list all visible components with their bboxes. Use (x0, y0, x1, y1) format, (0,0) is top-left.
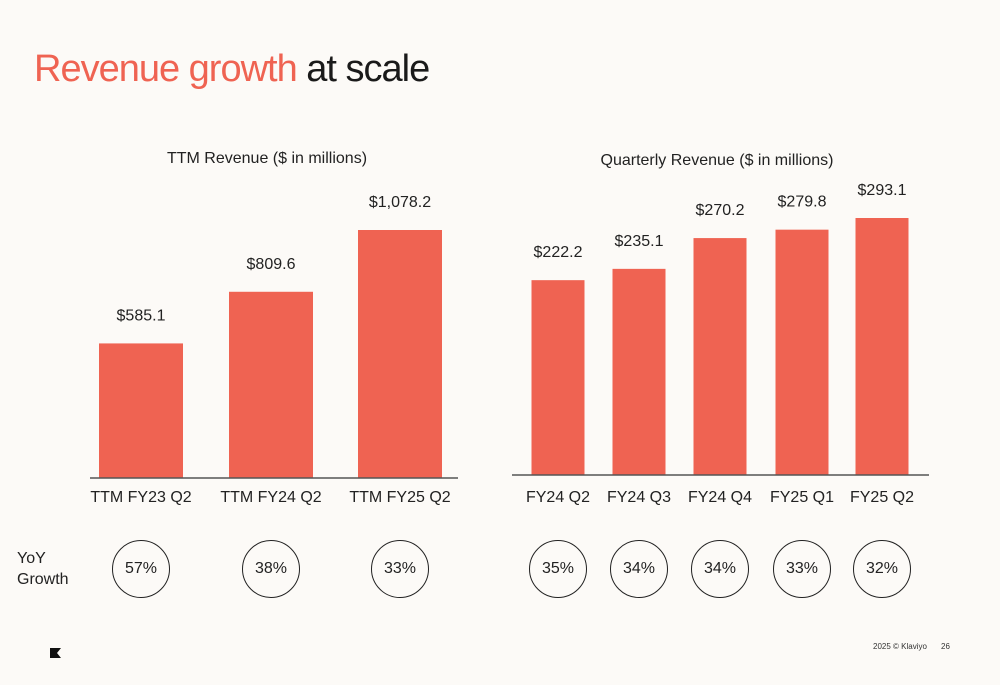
category-label: TTM FY24 Q2 (220, 489, 321, 506)
footer-copyright: 2025 © Klaviyo (873, 642, 927, 651)
category-label: FY25 Q2 (850, 489, 914, 506)
data-label: $270.2 (696, 202, 745, 219)
bar (775, 229, 829, 475)
data-label: $1,078.2 (369, 194, 431, 211)
bar (99, 343, 183, 478)
data-label: $293.1 (858, 182, 907, 199)
category-label: FY24 Q3 (607, 489, 671, 506)
yoy-growth-badge: 34% (610, 540, 668, 598)
category-label: FY24 Q2 (526, 489, 590, 506)
bar (612, 268, 666, 475)
category-label: FY24 Q4 (688, 489, 752, 506)
bar (855, 218, 909, 475)
chart-title: Quarterly Revenue ($ in millions) (601, 152, 834, 169)
data-label: $585.1 (117, 307, 166, 324)
yoy-growth-badge: 34% (691, 540, 749, 598)
page-title: Revenue growth at scale (34, 48, 430, 91)
bar (229, 291, 313, 478)
chart-title: TTM Revenue ($ in millions) (167, 150, 367, 167)
data-label: $279.8 (778, 194, 827, 211)
page-number: 26 (941, 642, 950, 651)
page-title-rest: at scale (296, 48, 430, 90)
yoy-growth-badge: 57% (112, 540, 170, 598)
page-title-accent: Revenue growth (34, 48, 298, 90)
yoy-growth-badge: 33% (773, 540, 831, 598)
yoy-growth-badge: 35% (529, 540, 587, 598)
data-label: $222.2 (534, 244, 583, 261)
category-label: TTM FY25 Q2 (349, 489, 450, 506)
yoy-growth-badge: 32% (853, 540, 911, 598)
category-label: TTM FY23 Q2 (90, 489, 191, 506)
bar (693, 238, 747, 475)
data-label: $809.6 (247, 256, 296, 273)
yoy-growth-label: YoY Growth (17, 550, 69, 588)
klaviyo-flag-icon (50, 645, 61, 663)
data-label: $235.1 (615, 233, 664, 250)
category-label: FY25 Q1 (770, 489, 834, 506)
yoy-growth-badge: 38% (242, 540, 300, 598)
bar (358, 230, 442, 478)
bar (531, 280, 585, 475)
yoy-growth-badge: 33% (371, 540, 429, 598)
